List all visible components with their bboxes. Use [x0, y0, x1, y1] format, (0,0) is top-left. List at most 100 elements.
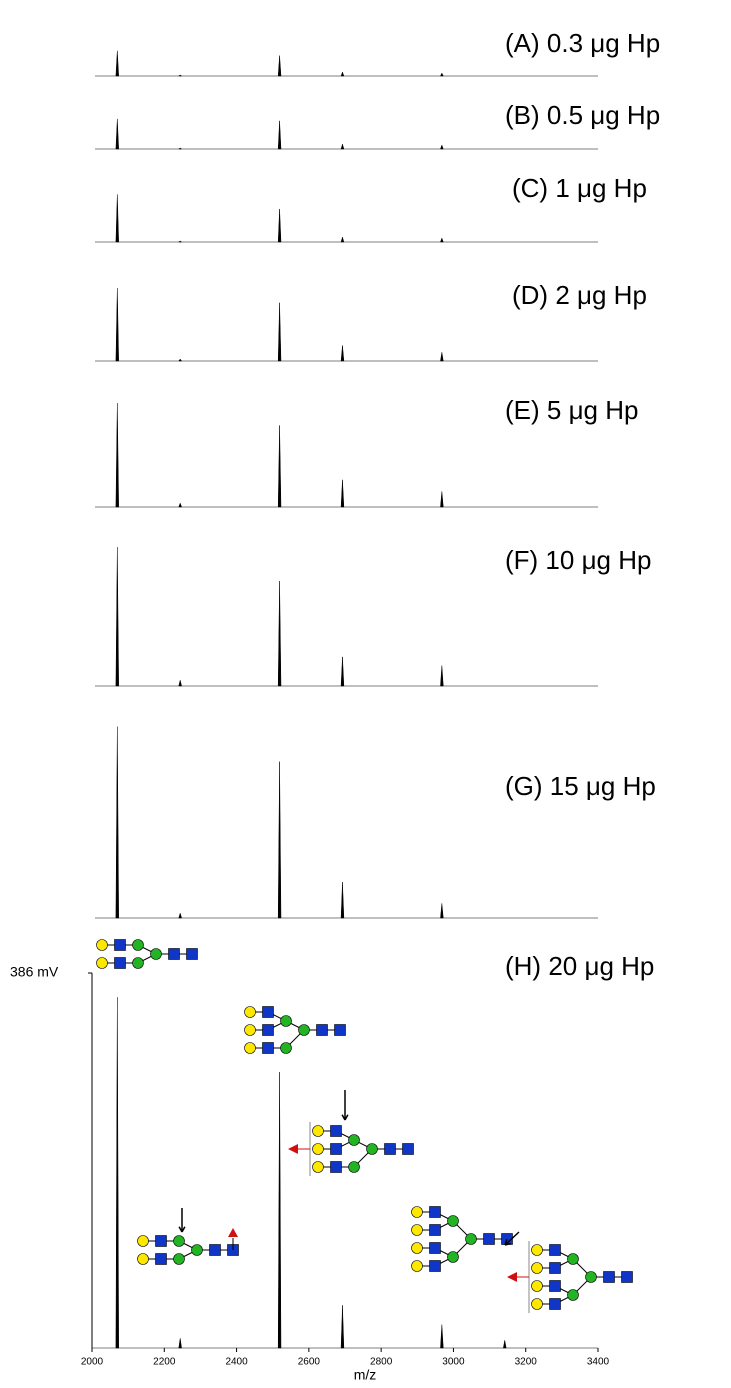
peak: [503, 1340, 507, 1349]
peak: [115, 726, 119, 919]
glcnac: [621, 1271, 633, 1283]
mannose: [173, 1235, 185, 1247]
peak: [440, 903, 444, 919]
x-tick-label: 3200: [515, 1357, 538, 1368]
peak: [340, 236, 345, 243]
galactose: [531, 1280, 543, 1292]
glcnac: [384, 1143, 396, 1155]
glcnac: [114, 939, 126, 951]
x-tick-label: 2600: [298, 1357, 321, 1368]
glcnac: [429, 1224, 441, 1236]
glcnac: [262, 1024, 274, 1036]
glcnac: [549, 1280, 561, 1292]
peak: [340, 71, 345, 77]
glcnac: [262, 1042, 274, 1054]
peak: [440, 491, 444, 508]
peak: [115, 288, 119, 362]
peak: [115, 997, 119, 1349]
mannose: [132, 957, 144, 969]
panel-title: (H) 20 μg Hp: [505, 951, 654, 981]
mannose: [567, 1289, 579, 1301]
glcnac: [209, 1244, 221, 1256]
glcnac: [483, 1233, 495, 1245]
mannose: [150, 948, 162, 960]
peak: [115, 547, 119, 687]
peak: [277, 208, 282, 243]
peak: [115, 403, 119, 508]
galactose: [312, 1143, 324, 1155]
mannose: [173, 1253, 185, 1265]
galactose: [312, 1125, 324, 1137]
peak: [178, 912, 182, 919]
galactose: [411, 1206, 423, 1218]
peak: [440, 665, 444, 687]
peak: [178, 358, 183, 362]
panel-title: (B) 0.5 μg Hp: [505, 100, 660, 130]
mannose: [348, 1134, 360, 1146]
peak: [277, 302, 282, 362]
mannose: [348, 1161, 360, 1173]
x-tick-label: 3000: [442, 1357, 465, 1368]
mannose: [191, 1244, 203, 1256]
panel-title: (A) 0.3 μg Hp: [505, 28, 660, 58]
peak: [440, 144, 444, 150]
glcnac: [316, 1024, 328, 1036]
glcnac: [114, 957, 126, 969]
peak: [277, 55, 282, 77]
panel-title: (F) 10 μg Hp: [505, 545, 651, 575]
x-tick-label: 3400: [587, 1357, 610, 1368]
peak: [340, 882, 345, 919]
peak: [115, 118, 119, 150]
peak: [440, 237, 444, 243]
glcnac: [429, 1206, 441, 1218]
panel-title: (D) 2 μg Hp: [512, 280, 647, 310]
peak: [440, 1324, 444, 1349]
peak: [177, 147, 183, 150]
glcnac: [330, 1143, 342, 1155]
galactose: [531, 1298, 543, 1310]
galactose: [96, 957, 108, 969]
arrow-head: [178, 1226, 186, 1233]
glcnac: [330, 1125, 342, 1137]
peak: [178, 502, 182, 508]
mannose: [132, 939, 144, 951]
peak: [340, 1305, 345, 1349]
peak: [115, 194, 119, 243]
galactose: [411, 1242, 423, 1254]
mannose: [567, 1253, 579, 1265]
x-tick-label: 2800: [370, 1357, 393, 1368]
arrow-head: [504, 1239, 511, 1246]
peak: [277, 120, 282, 150]
mannose: [447, 1251, 459, 1263]
mannose: [366, 1143, 378, 1155]
galactose: [96, 939, 108, 951]
galactose: [411, 1260, 423, 1272]
panel-title: (E) 5 μg Hp: [505, 395, 638, 425]
y-tick-label: 386 mV: [10, 964, 59, 980]
mannose: [280, 1015, 292, 1027]
mannose: [447, 1215, 459, 1227]
glcnac: [549, 1262, 561, 1274]
mannose: [465, 1233, 477, 1245]
peak: [440, 352, 444, 362]
glcnac: [334, 1024, 346, 1036]
mannose: [585, 1271, 597, 1283]
glcnac: [429, 1260, 441, 1272]
galactose: [531, 1244, 543, 1256]
arrow-head: [341, 1114, 349, 1121]
peak: [177, 240, 183, 243]
galactose: [531, 1262, 543, 1274]
panel-title: (C) 1 μg Hp: [512, 173, 647, 203]
x-tick-label: 2200: [153, 1357, 176, 1368]
peak: [178, 1338, 182, 1349]
peak: [277, 581, 282, 687]
peak: [277, 1072, 282, 1349]
glcnac: [549, 1298, 561, 1310]
peak: [177, 74, 183, 77]
glcnac: [429, 1242, 441, 1254]
x-axis-label: m/z: [354, 1367, 377, 1383]
glcnac: [186, 948, 198, 960]
mannose: [280, 1042, 292, 1054]
peak: [277, 425, 282, 508]
